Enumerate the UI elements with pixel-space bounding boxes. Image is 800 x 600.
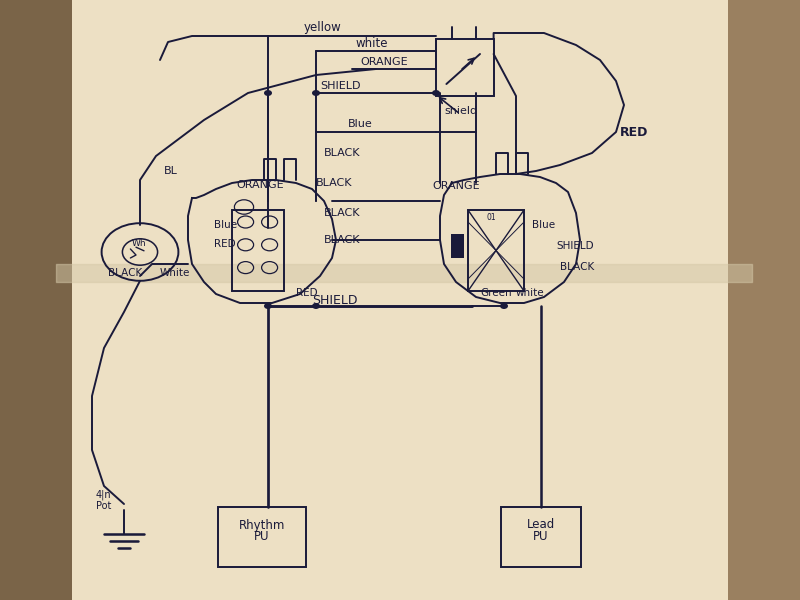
Text: Lead: Lead [526, 518, 555, 532]
Text: BL: BL [164, 166, 178, 176]
Text: Rhythm: Rhythm [238, 518, 285, 532]
Circle shape [500, 303, 508, 309]
Text: BLACK: BLACK [108, 268, 142, 278]
Text: BLACK: BLACK [316, 178, 353, 188]
Text: SHIELD: SHIELD [312, 293, 358, 307]
FancyBboxPatch shape [728, 0, 800, 600]
Text: 01: 01 [486, 212, 496, 221]
Text: BLACK: BLACK [324, 148, 361, 158]
Text: Blue: Blue [214, 220, 238, 230]
Circle shape [264, 90, 272, 96]
Text: BLACK: BLACK [324, 235, 361, 245]
FancyBboxPatch shape [0, 0, 72, 600]
Text: Pot: Pot [96, 501, 111, 511]
Text: Wh: Wh [132, 238, 146, 247]
Text: Blue: Blue [348, 119, 373, 129]
Text: PU: PU [254, 530, 270, 544]
FancyBboxPatch shape [56, 0, 752, 600]
Text: white: white [356, 37, 389, 50]
Text: ORANGE: ORANGE [360, 57, 408, 67]
Text: RED: RED [296, 288, 318, 298]
Text: ORANGE: ORANGE [432, 181, 480, 191]
Text: shield: shield [444, 106, 477, 116]
Text: White: White [160, 268, 190, 278]
Text: ORANGE: ORANGE [236, 180, 284, 190]
Text: Blue: Blue [532, 220, 555, 230]
Text: white: white [516, 288, 545, 298]
Text: BLACK: BLACK [324, 208, 361, 218]
Text: PU: PU [533, 530, 549, 544]
Circle shape [432, 90, 440, 96]
Text: SHIELD: SHIELD [320, 81, 361, 91]
Text: RED: RED [620, 125, 648, 139]
Text: BLACK: BLACK [560, 262, 594, 272]
Text: yellow: yellow [304, 20, 342, 34]
Text: RED: RED [214, 239, 236, 249]
Circle shape [312, 303, 320, 309]
Text: SHIELD: SHIELD [556, 241, 594, 251]
Text: 4|n: 4|n [96, 490, 112, 500]
Circle shape [264, 303, 272, 309]
Circle shape [312, 90, 320, 96]
Text: Green: Green [480, 288, 512, 298]
FancyBboxPatch shape [451, 234, 464, 258]
